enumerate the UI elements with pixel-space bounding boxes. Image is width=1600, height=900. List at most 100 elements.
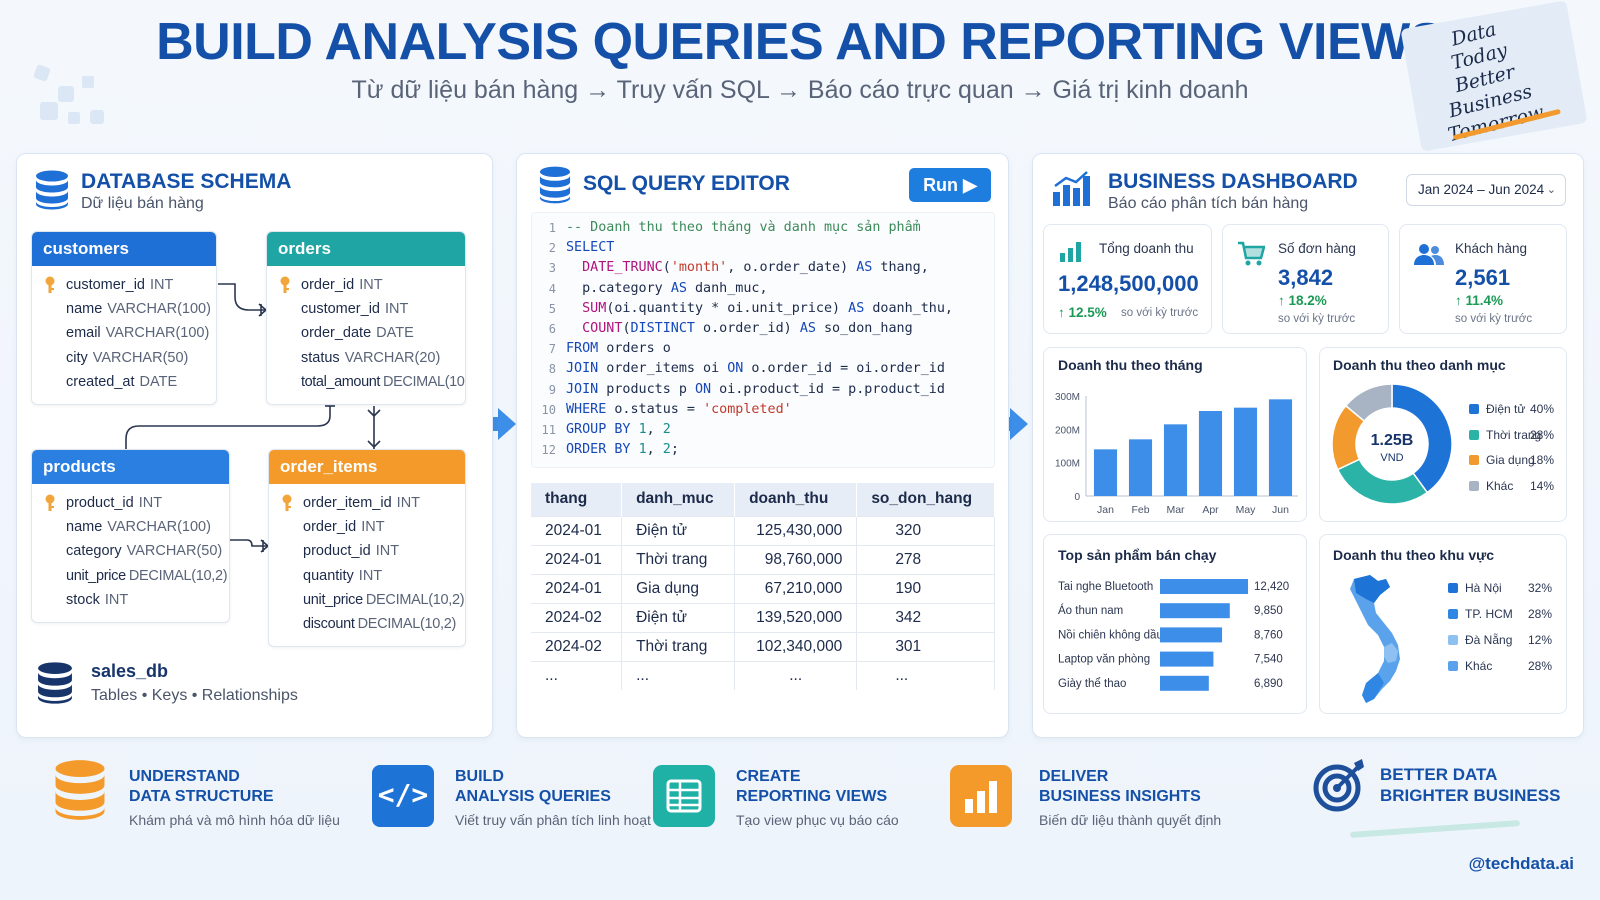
- legend-swatch: [1469, 455, 1479, 465]
- column-row: order_item_id INT: [269, 491, 465, 515]
- kpi-trend: ↑ 12.5%: [1058, 305, 1107, 320]
- legend-swatch: [1469, 480, 1479, 491]
- key-icon: [282, 494, 292, 511]
- bar: [1160, 579, 1248, 594]
- bar-label: Nồi chiên không dầu: [1058, 629, 1163, 641]
- table-customers[interactable]: customers customer_id INT name VARCHAR(100…: [31, 231, 217, 405]
- legend-item: Gia dụng: [1469, 453, 1535, 467]
- flow-arrow-icon: [992, 408, 1028, 440]
- table-header: products: [32, 450, 229, 484]
- legend-label: TP. HCM: [1465, 607, 1513, 621]
- code-line: DATE_TRUNC('month', o.order_date) AS tha…: [582, 260, 929, 276]
- column-header: thang: [531, 483, 623, 516]
- legend-value: 28%: [1527, 607, 1552, 621]
- line-number: 5: [548, 301, 556, 316]
- bar: [1160, 603, 1230, 619]
- line-number: 1: [548, 221, 556, 235]
- code-line: JOIN products p ON oi.product_id = p.pro…: [566, 381, 945, 397]
- flow-arrow-icon: [480, 408, 516, 440]
- code-line: WHERE o.status = 'completed': [566, 401, 792, 417]
- legend-label: Đà Nẵng: [1465, 633, 1513, 647]
- legend-label: Khác: [1486, 478, 1514, 493]
- vietnam-map-icon: [1350, 575, 1400, 703]
- donut-center-unit: VND: [1380, 452, 1404, 464]
- code-line: JOIN order_items oi ON o.order_id = oi.o…: [566, 361, 945, 377]
- column-header: doanh_thu: [734, 483, 858, 516]
- database-icon: [55, 760, 105, 820]
- footer-step-subtitle: Tạo view phục vụ báo cáo: [736, 812, 899, 828]
- table-products[interactable]: products product_id INT name VARCHAR(100) …: [31, 449, 230, 623]
- x-tick-label: Mar: [1166, 504, 1185, 516]
- column-row: unit_price DECIMAL(10,2): [303, 591, 465, 608]
- editor-title: SQL QUERY EDITOR: [583, 172, 790, 195]
- bar-label: Áo thun nam: [1058, 604, 1123, 617]
- line-numbers: 1 2 3 4 5 6 7 8 9 10 11 12: [534, 218, 556, 460]
- kpi-label: Số đơn hàng: [1278, 241, 1356, 256]
- chevron-down-icon: ⌄: [1546, 184, 1556, 196]
- table-header: orders: [267, 232, 465, 266]
- shopping-cart-icon: [1238, 241, 1265, 266]
- legend-value: 12%: [1527, 633, 1552, 647]
- code-line: COUNT(DISTINCT o.order_id) AS so_don_han…: [582, 321, 913, 337]
- column-row: category VARCHAR(50): [66, 543, 223, 560]
- y-tick-label: 0: [1074, 492, 1080, 503]
- bar: [1160, 651, 1214, 667]
- line-number: 2: [548, 241, 556, 256]
- key-icon: [45, 276, 55, 293]
- column-header: danh_muc: [621, 483, 736, 516]
- column-row: product_id INT: [303, 543, 400, 560]
- result-table: thang danh_muc doanh_thu so_don_hang 202…: [531, 483, 995, 690]
- table-view-icon: [653, 765, 715, 827]
- key-icon: [280, 276, 290, 293]
- top-products-chart: Tai nghe Bluetooth 12,420 Áo thun nam 9,850…: [1058, 579, 1289, 691]
- table-row: 2024-01 Điện tử 125,430,000 320: [531, 515, 995, 545]
- kpi-note: so với kỳ trước: [1121, 307, 1199, 319]
- page-title: BUILD ANALYSIS QUERIES AND REPORTING VIE…: [156, 13, 1444, 71]
- legend-value: 28%: [1527, 659, 1552, 673]
- legend-label: Điện tử: [1486, 402, 1526, 416]
- date-range-select[interactable]: Jan 2024 – Jun 2024 ⌄: [1406, 174, 1566, 206]
- legend-swatch: [1469, 429, 1479, 440]
- donut-center-value: 1.25B: [1370, 432, 1414, 449]
- kpi-note: so với kỳ trước: [1278, 313, 1356, 325]
- donut-slice: [1391, 383, 1453, 494]
- column-row: email VARCHAR(100): [66, 325, 210, 342]
- line-number: 11: [541, 423, 556, 438]
- database-icon: [36, 170, 68, 210]
- legend-value: 40%: [1529, 402, 1554, 416]
- x-tick-label: Jan: [1097, 504, 1114, 516]
- code-line: SELECT: [566, 240, 615, 256]
- code-icon: </>: [372, 765, 434, 827]
- bar-chart-icon: [1053, 171, 1090, 206]
- bar: [1268, 399, 1293, 496]
- column-row: quantity INT: [303, 567, 383, 584]
- bar-label: Laptop văn phòng: [1058, 654, 1150, 666]
- table-orders[interactable]: orders order_id INT customer_id INT order_…: [266, 231, 466, 405]
- legend-swatch: [1448, 635, 1458, 645]
- column-row: order_date DATE: [301, 325, 414, 342]
- social-handle[interactable]: @techdata.ai: [1468, 854, 1574, 873]
- footer-step-title: BUILD ANALYSIS QUERIES: [455, 768, 611, 805]
- db-caption: Tables • Keys • Relationships: [91, 687, 298, 704]
- category-donut-chart: [1331, 383, 1453, 505]
- legend-item: Hà Nội: [1448, 581, 1502, 595]
- table-order-items[interactable]: order_items order_item_id INT order_id INT…: [268, 449, 466, 647]
- legend-item: Thời trang: [1469, 428, 1541, 442]
- bar-value: 6,890: [1254, 678, 1283, 690]
- kpi-note: so với kỳ trước: [1455, 313, 1533, 325]
- line-number: 4: [548, 281, 556, 296]
- legend-item: TP. HCM: [1448, 607, 1513, 621]
- legend-label: Thời trang: [1486, 427, 1542, 442]
- column-row: discount DECIMAL(10,2): [303, 615, 457, 632]
- code-line: ORDER BY 1, 2;: [566, 442, 679, 458]
- bar-label: Giày thể thao: [1058, 678, 1126, 690]
- legend-label: Gia dụng: [1486, 453, 1535, 467]
- table-row: 2024-02 Thời trang 102,340,000 301: [531, 631, 995, 661]
- footer-step-title: DELIVER BUSINESS INSIGHTS: [1039, 768, 1201, 805]
- run-button[interactable]: Run ▶: [909, 168, 991, 202]
- table-row: 2024-02 Điện tử 139,520,000 342: [531, 602, 995, 632]
- code-area[interactable]: 1 2 3 4 5 6 7 8 9 10 11 12 -- Doanh thu theo tháng …: [531, 212, 995, 468]
- chart-title: Doanh thu theo danh mục: [1333, 357, 1506, 373]
- decorative-plus-pattern: [33, 64, 104, 124]
